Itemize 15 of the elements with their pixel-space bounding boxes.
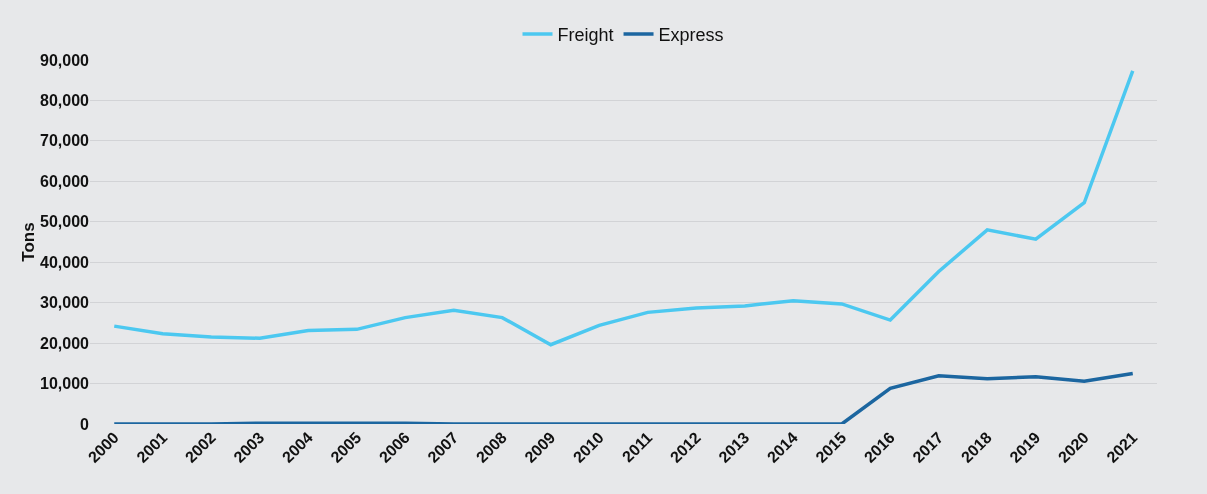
line-series [112,69,1135,347]
y-tick-label: 80,000 [40,92,90,110]
y-tick-label: 30,000 [40,294,90,312]
y-tick-label: 90,000 [40,51,90,69]
y-tick-label: 50,000 [40,213,90,231]
y-tick-label: 10,000 [40,375,90,393]
y-tick-label: 0 [80,415,90,433]
legend-label: Freight [557,24,614,45]
y-tick-label: 20,000 [40,334,90,352]
y-axis-title: Tons [19,222,39,262]
y-tick-label: 60,000 [40,172,90,190]
y-tick-label: 40,000 [40,253,90,271]
y-tick-label: 70,000 [40,132,90,150]
line-series [112,371,1135,424]
legend-label: Express [658,24,724,45]
